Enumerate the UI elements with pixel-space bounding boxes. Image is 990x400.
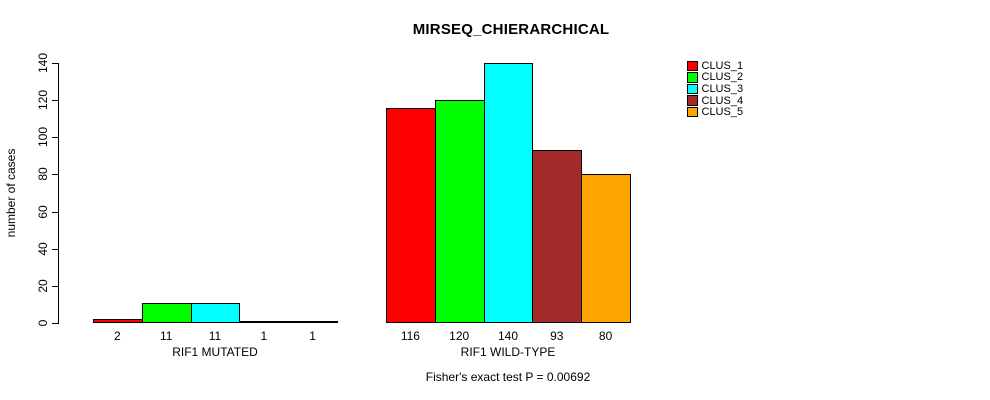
subtitle-note: Fisher's exact test P = 0.00692: [425, 370, 591, 384]
y-axis-tick: [52, 248, 58, 250]
legend-swatch-clus_1: [687, 60, 698, 72]
y-axis-tick: [52, 211, 58, 213]
bar-clus_2-group1: [434, 100, 485, 323]
y-axis-tick-label: 80: [36, 167, 50, 182]
y-axis-tick: [52, 100, 58, 102]
legend-label: CLUS_2: [701, 71, 744, 84]
group-label-0: RIF1 MUTATED: [172, 345, 258, 359]
legend-label: CLUS_3: [701, 82, 744, 95]
bar-clus_4-group0: [239, 321, 290, 324]
bar-clus_5-group1: [581, 174, 631, 323]
legend-item: CLUS_5: [687, 106, 743, 118]
y-axis-line: [58, 63, 59, 324]
legend-item: CLUS_4: [687, 95, 743, 107]
legend: CLUS_1 CLUS_2 CLUS_3 CLUS_4 CLUS_5: [687, 60, 743, 118]
legend-label: CLUS_5: [701, 106, 744, 119]
y-axis-tick-label: 40: [36, 242, 50, 256]
bar-value-label: 80: [598, 329, 613, 343]
y-axis-tick-label: 100: [36, 127, 50, 148]
bar-value-label: 11: [159, 329, 173, 343]
legend-item: CLUS_1: [687, 60, 743, 72]
bar-value-label: 1: [309, 329, 316, 343]
bar-value-label: 1: [260, 329, 268, 343]
y-axis-label: number of cases: [4, 148, 18, 238]
y-axis-tick: [52, 323, 58, 324]
bar-clus_1-group1: [386, 107, 436, 323]
bar-value-label: 120: [449, 329, 470, 343]
y-axis-tick: [52, 285, 58, 287]
bar-value-label: 93: [550, 329, 564, 343]
y-axis-tick-label: 60: [36, 204, 50, 219]
bar-value-label: 11: [208, 329, 222, 343]
y-axis-tick-label: 0: [36, 319, 50, 327]
bar-clus_2-group0: [141, 302, 192, 323]
legend-item: CLUS_3: [687, 83, 743, 95]
legend-label: CLUS_1: [701, 59, 744, 72]
y-axis-tick-label: 20: [36, 279, 50, 293]
legend-swatch-clus_5: [687, 106, 698, 118]
y-axis-tick: [52, 137, 58, 139]
chart-title: MIRSEQ_CHIERARCHICAL: [412, 21, 610, 38]
bar-clus_4-group1: [532, 150, 583, 323]
y-axis-tick: [52, 63, 58, 64]
legend-swatch-clus_3: [687, 83, 698, 95]
bar-clus_1-group0: [93, 319, 143, 323]
y-axis-tick: [52, 174, 58, 176]
group-label-1: RIF1 WILD-TYPE: [460, 345, 556, 359]
legend-item: CLUS_2: [687, 71, 744, 84]
bar-value-label: 116: [400, 329, 420, 343]
y-axis-tick-label: 120: [36, 90, 50, 111]
bar-clus_5-group0: [288, 321, 338, 324]
legend-label: CLUS_4: [701, 94, 744, 107]
bar-value-label: 140: [497, 329, 518, 343]
bar-value-label: 2: [114, 329, 121, 343]
y-axis-tick-label: 140: [36, 52, 50, 74]
bar-clus_3-group1: [483, 63, 534, 323]
legend-swatch-clus_4: [687, 95, 698, 106]
bar-clus_3-group0: [190, 302, 241, 323]
legend-swatch-clus_2: [687, 72, 698, 83]
